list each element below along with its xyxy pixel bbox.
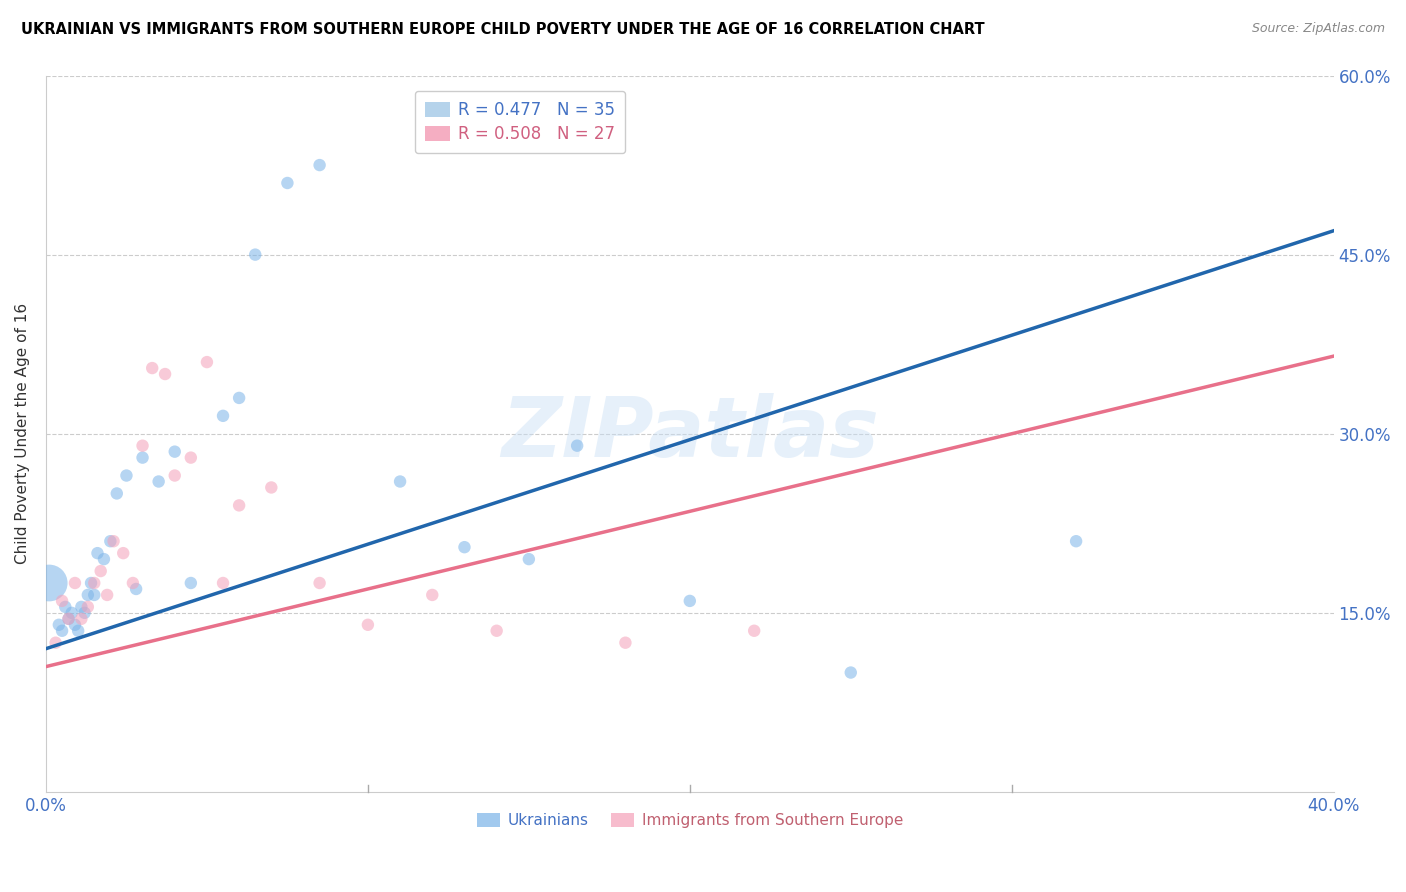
Point (98, 534, 121, 549)
Point (76, 599, 98, 614)
Point (70, 599, 93, 614)
Point (58, 612, 80, 626)
Point (565, 439, 588, 453)
Point (163, 444, 186, 458)
Point (70, 612, 93, 626)
Point (125, 582, 148, 596)
Legend: Ukrainians, Immigrants from Southern Europe: Ukrainians, Immigrants from Southern Eur… (471, 807, 910, 835)
Point (276, 176, 298, 190)
Point (839, 665, 862, 680)
Point (76, 588, 98, 602)
Point (51, 624, 73, 638)
Point (485, 624, 508, 638)
Point (163, 468, 186, 483)
Point (45, 636, 67, 650)
Point (389, 475, 412, 489)
Point (83, 588, 105, 602)
Point (48, 617, 70, 632)
Point (148, 475, 170, 489)
Point (80, 576, 103, 591)
Point (122, 576, 145, 591)
Point (308, 576, 330, 591)
Point (115, 468, 138, 483)
Point (614, 636, 637, 650)
Point (73, 606, 96, 620)
Point (245, 247, 267, 261)
Point (63, 576, 86, 591)
Point (131, 450, 153, 465)
Point (228, 499, 250, 513)
Point (228, 391, 250, 405)
Point (180, 450, 202, 465)
Point (93, 552, 115, 566)
Point (103, 534, 125, 549)
Point (131, 439, 153, 453)
Point (53, 599, 76, 614)
Point (112, 546, 135, 560)
Point (90, 564, 112, 578)
Point (67, 624, 90, 638)
Point (357, 617, 380, 632)
Point (742, 624, 765, 638)
Point (260, 480, 283, 494)
Point (141, 361, 163, 376)
Text: UKRAINIAN VS IMMIGRANTS FROM SOUTHERN EUROPE CHILD POVERTY UNDER THE AGE OF 16 C: UKRAINIAN VS IMMIGRANTS FROM SOUTHERN EU… (21, 22, 984, 37)
Point (420, 588, 443, 602)
Point (38, 576, 60, 591)
Y-axis label: Child Poverty Under the Age of 16: Child Poverty Under the Age of 16 (15, 303, 30, 565)
Point (83, 576, 105, 591)
Point (105, 486, 128, 500)
Point (86, 546, 108, 560)
Point (180, 576, 202, 591)
Point (51, 594, 73, 608)
Point (212, 409, 235, 423)
Point (517, 552, 540, 566)
Point (63, 617, 86, 632)
Text: Source: ZipAtlas.com: Source: ZipAtlas.com (1251, 22, 1385, 36)
Point (60, 606, 83, 620)
Text: ZIPatlas: ZIPatlas (501, 393, 879, 475)
Point (212, 576, 235, 591)
Point (153, 367, 176, 381)
Point (453, 540, 475, 554)
Point (308, 158, 330, 172)
Point (58, 612, 80, 626)
Point (679, 594, 702, 608)
Point (1064, 534, 1087, 549)
Point (195, 355, 218, 369)
Point (96, 588, 118, 602)
